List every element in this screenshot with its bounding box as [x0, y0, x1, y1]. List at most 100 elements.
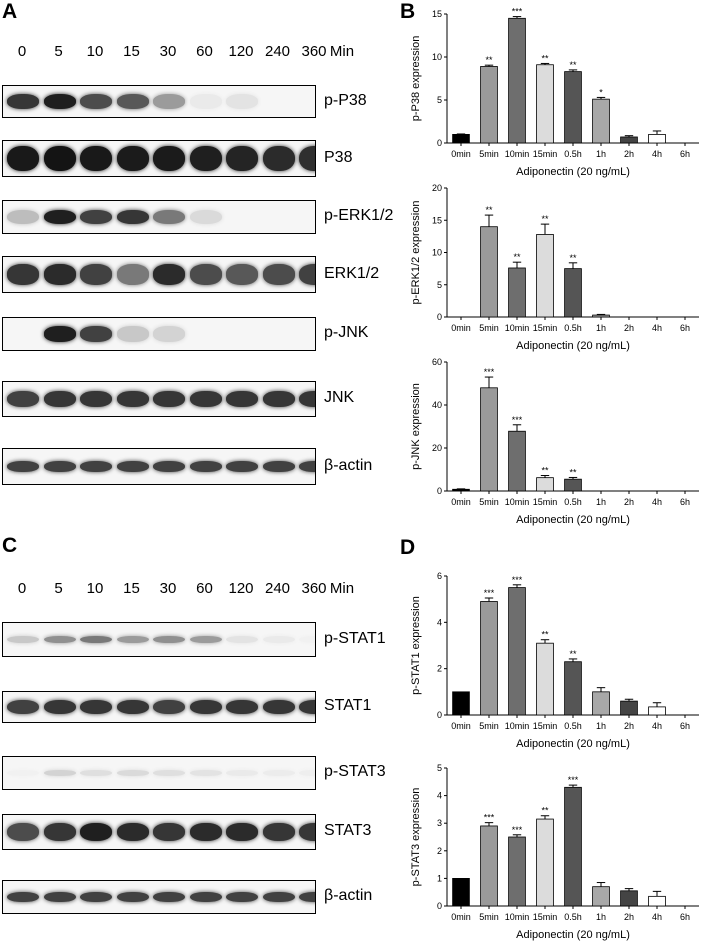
blot-band	[7, 460, 39, 473]
blot-band	[116, 699, 149, 715]
blot-band	[116, 635, 149, 644]
blot-row-label: p-P38	[324, 91, 367, 109]
x-tick-label: 6h	[680, 149, 690, 159]
blot-band	[153, 209, 185, 225]
bar	[620, 136, 638, 144]
significance-label: **	[513, 252, 521, 262]
blot-band	[116, 94, 149, 109]
x-tick-label: 1h	[596, 721, 606, 731]
bar	[592, 98, 610, 144]
y-tick-label: 1	[437, 873, 442, 883]
time-label: 30	[159, 43, 177, 60]
y-axis-label: p-STAT3 expression	[410, 788, 422, 887]
significance-label: ***	[568, 775, 579, 785]
blot-band	[299, 635, 315, 644]
blot-strip	[2, 381, 316, 417]
y-tick-label: 20	[432, 443, 442, 453]
bar	[648, 706, 666, 716]
blot-band	[7, 264, 39, 285]
y-tick-label: 15	[432, 9, 442, 19]
blot-band	[43, 264, 76, 285]
blot-band	[226, 460, 258, 473]
x-axis-label: Adiponectin (20 ng/mL)	[516, 929, 630, 941]
blot-row-label: p-JNK	[324, 324, 369, 341]
y-tick-label: 10	[432, 248, 442, 258]
significance-label: **	[569, 253, 577, 263]
blot-band	[80, 769, 112, 777]
time-label: 5	[54, 580, 63, 597]
blot-band	[189, 635, 222, 644]
blot-row-label: P38	[324, 148, 353, 166]
blot-band	[299, 145, 315, 172]
blot-row-label: β-actin	[324, 456, 373, 474]
x-tick-label: 4h	[652, 912, 662, 922]
blot-band	[299, 891, 315, 903]
x-tick-label: 15min	[533, 323, 558, 333]
blot-band	[7, 769, 39, 777]
bar	[480, 825, 498, 907]
bar	[536, 642, 554, 716]
x-tick-label: 5min	[479, 912, 499, 922]
blot-row-label: p-STAT1	[324, 629, 386, 647]
time-label: 15	[123, 43, 140, 60]
blot-band	[116, 891, 149, 903]
blot-band	[43, 209, 76, 225]
y-tick-label: 2	[437, 664, 442, 674]
bar	[452, 878, 470, 907]
blot-band	[43, 460, 76, 473]
blot-band	[262, 823, 295, 841]
blot-band	[116, 460, 149, 473]
y-tick-label: 5	[437, 763, 442, 773]
y-axis-label: p-P38 expression	[410, 36, 422, 122]
x-tick-label: 0min	[451, 149, 471, 159]
x-tick-label: 10min	[505, 497, 530, 507]
blot-band	[189, 390, 222, 408]
x-tick-label: 1h	[596, 912, 606, 922]
x-tick-label: 15min	[533, 721, 558, 731]
time-label: 0	[17, 43, 27, 60]
x-tick-label: 0.5h	[564, 912, 582, 922]
blot-band	[226, 635, 258, 644]
y-tick-label: 4	[437, 791, 442, 801]
blot-band	[262, 769, 295, 777]
time-label: 10	[86, 580, 104, 597]
y-tick-label: 5	[437, 280, 442, 290]
blot-band	[43, 390, 76, 408]
y-tick-label: 5	[437, 95, 442, 105]
y-tick-label: 3	[437, 818, 442, 828]
y-axis-label: p-JNK expression	[410, 383, 422, 470]
x-tick-label: 4h	[652, 149, 662, 159]
panel-letter-b: B	[400, 0, 416, 23]
blot-band	[262, 635, 295, 644]
blot-band	[299, 769, 315, 777]
blot-band	[262, 390, 295, 408]
x-tick-label: 0min	[451, 323, 471, 333]
time-label: 360	[301, 580, 327, 597]
blot-band	[153, 145, 185, 172]
bar	[508, 836, 526, 907]
time-label: 120	[228, 580, 254, 597]
y-tick-label: 0	[437, 138, 442, 148]
x-tick-label: 10min	[505, 721, 530, 731]
bar	[564, 786, 582, 907]
blot-strip	[2, 880, 316, 914]
blot-band	[189, 891, 222, 903]
bar	[592, 314, 610, 318]
x-tick-label: 2h	[624, 912, 634, 922]
blot-band	[189, 769, 222, 777]
x-tick-label: 4h	[652, 497, 662, 507]
bar	[536, 818, 554, 907]
bar	[508, 267, 526, 318]
x-tick-label: 10min	[505, 912, 530, 922]
blot-band	[299, 460, 315, 473]
time-label: 360	[301, 43, 327, 60]
y-tick-label: 2	[437, 846, 442, 856]
panel-letter-c: C	[2, 534, 18, 557]
significance-label: ***	[512, 7, 523, 17]
y-tick-label: 15	[432, 215, 442, 225]
blot-band	[80, 209, 112, 225]
blot-band	[43, 769, 76, 777]
bar	[452, 488, 470, 492]
bar	[508, 587, 526, 716]
blot-row-label: p-ERK1/2	[324, 207, 394, 224]
